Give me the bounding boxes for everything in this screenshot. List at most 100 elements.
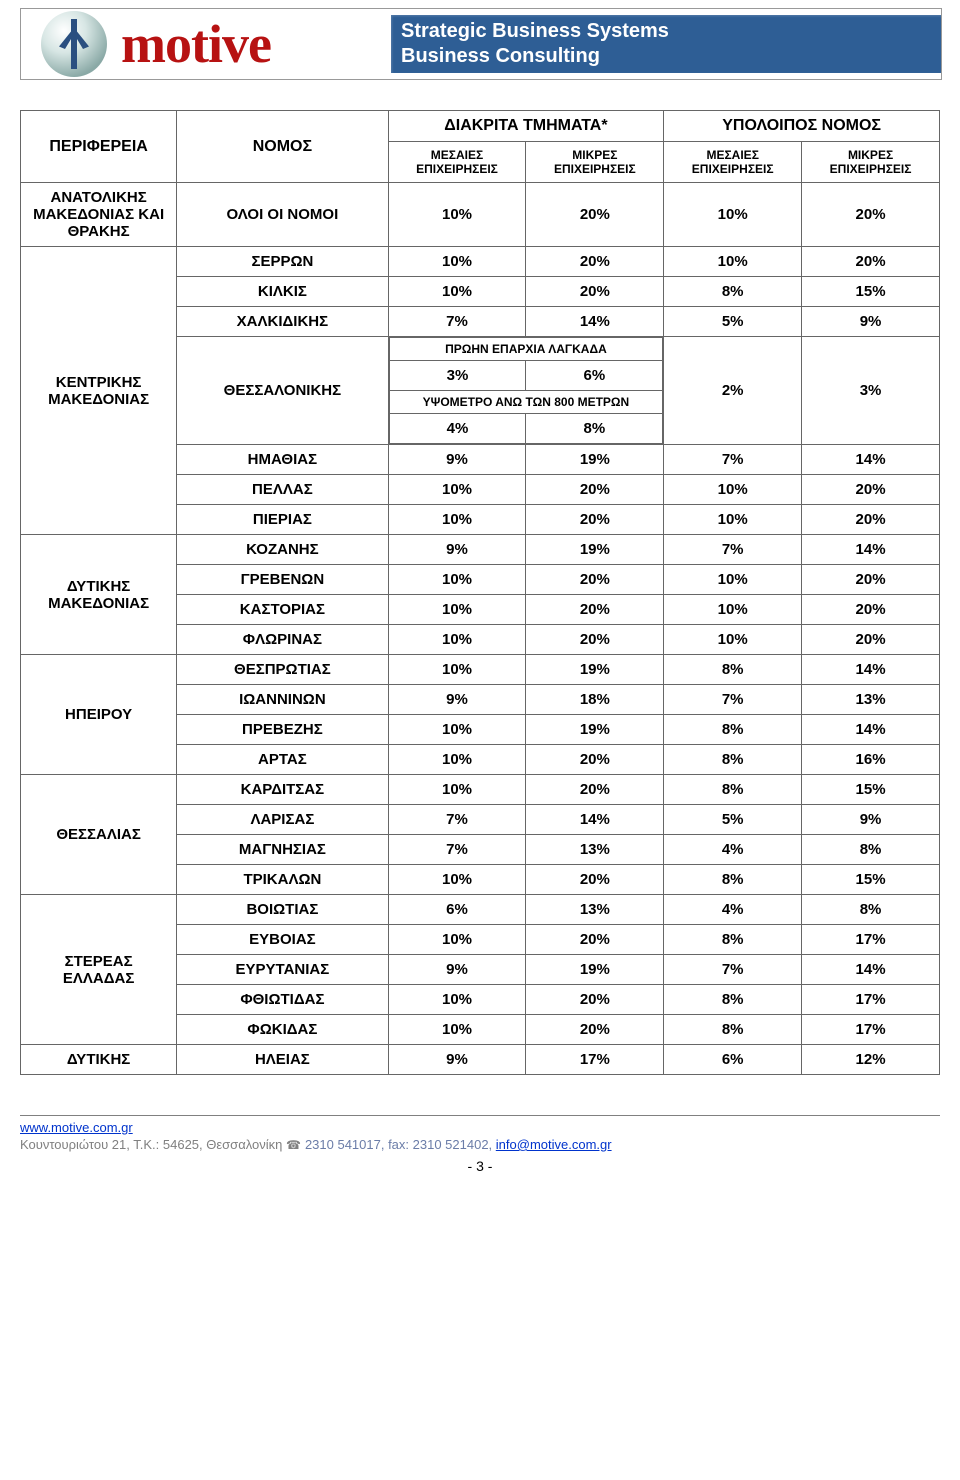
- cell: 10%: [388, 985, 526, 1015]
- cell: 17%: [802, 925, 940, 955]
- cell: 10%: [664, 475, 802, 505]
- cell: 10%: [388, 1015, 526, 1045]
- cell: 10%: [388, 775, 526, 805]
- cell: 20%: [526, 183, 664, 247]
- data-table: ΠΕΡΙΦΕΡΕΙΑ ΝΟΜΟΣ ΔΙΑΚΡΙΤΑ ΤΜΗΜΑΤΑ* ΥΠΟΛΟ…: [20, 110, 940, 1075]
- cell: 14%: [802, 535, 940, 565]
- nomos-label: ΚΑΣΤΟΡΙΑΣ: [177, 595, 388, 625]
- cell: 9%: [388, 445, 526, 475]
- cell: 19%: [526, 535, 664, 565]
- cell: 20%: [526, 745, 664, 775]
- footer-phone: 2310 541017, fax: 2310 521402,: [305, 1137, 496, 1152]
- nested-table: ΠΡΩΗΝ ΕΠΑΡΧΙΑ ΛΑΓΚΑΔΑ 3%6% ΥΨΟΜΕΤΡΟ ΑΝΩ …: [389, 337, 664, 444]
- cell: 20%: [526, 505, 664, 535]
- cell: 14%: [526, 805, 664, 835]
- cell: 10%: [388, 745, 526, 775]
- cell: 12%: [802, 1045, 940, 1075]
- nomos-label: ΑΡΤΑΣ: [177, 745, 388, 775]
- cell: 14%: [802, 715, 940, 745]
- cell: 20%: [802, 247, 940, 277]
- logo-icon: [41, 11, 107, 77]
- nomos-label: ΤΡΙΚΑΛΩΝ: [177, 865, 388, 895]
- page-number: - 3 -: [20, 1158, 940, 1174]
- cell: 10%: [664, 565, 802, 595]
- col-nomos: ΝΟΜΟΣ: [177, 111, 388, 183]
- cell: 7%: [388, 835, 526, 865]
- cell: 10%: [388, 625, 526, 655]
- tagline-box: Strategic Business Systems Business Cons…: [391, 15, 941, 73]
- cell: 20%: [802, 183, 940, 247]
- cell: 17%: [802, 1015, 940, 1045]
- nomos-label: ΦΛΩΡΙΝΑΣ: [177, 625, 388, 655]
- cell: 8%: [664, 925, 802, 955]
- cell: 8%: [664, 1015, 802, 1045]
- cell: 14%: [526, 307, 664, 337]
- cell: 8%: [664, 655, 802, 685]
- footer-url[interactable]: www.motive.com.gr: [20, 1120, 133, 1135]
- cell: 20%: [526, 595, 664, 625]
- cell: 7%: [664, 955, 802, 985]
- cell: 2%: [664, 337, 802, 445]
- cell: 9%: [388, 955, 526, 985]
- cell: 3%: [802, 337, 940, 445]
- cell: 8%: [664, 745, 802, 775]
- col-group-ypoloipos: ΥΠΟΛΟΙΠΟΣ ΝΟΜΟΣ: [664, 111, 940, 142]
- cell: 4%: [664, 835, 802, 865]
- cell: 10%: [388, 925, 526, 955]
- cell: 8%: [664, 985, 802, 1015]
- cell: 19%: [526, 715, 664, 745]
- nomos-label: ΕΥΡΥΤΑΝΙΑΣ: [177, 955, 388, 985]
- region-stereas: ΣΤΕΡΕΑΣ ΕΛΛΑΔΑΣ: [21, 895, 177, 1045]
- cell: 19%: [526, 955, 664, 985]
- region-ipeirou: ΗΠΕΙΡΟΥ: [21, 655, 177, 775]
- cell: 10%: [664, 595, 802, 625]
- cell: 8%: [802, 895, 940, 925]
- cell: 20%: [526, 925, 664, 955]
- nomos-label: ΠΕΛΛΑΣ: [177, 475, 388, 505]
- cell: 8%: [664, 775, 802, 805]
- cell: 4%: [389, 414, 526, 444]
- table-row: ΔΥΤΙΚΗΣ ΜΑΚΕΔΟΝΙΑΣ ΚΟΖΑΝΗΣ 9% 19% 7% 14%: [21, 535, 940, 565]
- nested-cell: ΠΡΩΗΝ ΕΠΑΡΧΙΑ ΛΑΓΚΑΔΑ 3%6% ΥΨΟΜΕΤΡΟ ΑΝΩ …: [388, 337, 664, 445]
- nested-title-2: ΥΨΟΜΕΤΡΟ ΑΝΩ ΤΩΝ 800 ΜΕΤΡΩΝ: [389, 391, 663, 414]
- cell: 14%: [802, 955, 940, 985]
- nomos-label: ΘΕΣΣΑΛΟΝΙΚΗΣ: [177, 337, 388, 445]
- nomos-label: ΗΜΑΘΙΑΣ: [177, 445, 388, 475]
- cell: 15%: [802, 865, 940, 895]
- cell: 10%: [664, 625, 802, 655]
- cell: 7%: [664, 685, 802, 715]
- cell: 8%: [802, 835, 940, 865]
- nomos-label: ΓΡΕΒΕΝΩΝ: [177, 565, 388, 595]
- nomos-label: ΚΟΖΑΝΗΣ: [177, 535, 388, 565]
- banner: motive Strategic Business Systems Busine…: [20, 8, 942, 80]
- cell: 6%: [388, 895, 526, 925]
- table-row: ΑΝΑΤΟΛΙΚΗΣ ΜΑΚΕΔΟΝΙΑΣ ΚΑΙ ΘΡΑΚΗΣ ΟΛΟΙ ΟΙ…: [21, 183, 940, 247]
- cell: 9%: [802, 307, 940, 337]
- cell: 20%: [802, 595, 940, 625]
- cell: 5%: [664, 307, 802, 337]
- nomos-label: ΦΩΚΙΔΑΣ: [177, 1015, 388, 1045]
- cell: 20%: [526, 1015, 664, 1045]
- cell: 20%: [802, 565, 940, 595]
- tagline-1: Strategic Business Systems: [401, 19, 931, 44]
- nomos-label: ΛΑΡΙΣΑΣ: [177, 805, 388, 835]
- nomos-label: ΣΕΡΡΩΝ: [177, 247, 388, 277]
- cell: 14%: [802, 655, 940, 685]
- cell: 18%: [526, 685, 664, 715]
- cell: 10%: [388, 247, 526, 277]
- cell: 10%: [388, 565, 526, 595]
- cell: 13%: [526, 835, 664, 865]
- nomos-label: ΗΛΕΙΑΣ: [177, 1045, 388, 1075]
- col-group-diakrita: ΔΙΑΚΡΙΤΑ ΤΜΗΜΑΤΑ*: [388, 111, 664, 142]
- nomos-label: ΚΑΡΔΙΤΣΑΣ: [177, 775, 388, 805]
- cell: 20%: [526, 565, 664, 595]
- table-row: ΚΕΝΤΡΙΚΗΣ ΜΑΚΕΔΟΝΙΑΣ ΣΕΡΡΩΝ 10% 20% 10% …: [21, 247, 940, 277]
- col-mesaies-2: ΜΕΣΑΙΕΣ ΕΠΙΧΕΙΡΗΣΕΙΣ: [664, 142, 802, 183]
- cell: 20%: [526, 775, 664, 805]
- nomos-label: ΘΕΣΠΡΩΤΙΑΣ: [177, 655, 388, 685]
- cell: 10%: [664, 247, 802, 277]
- footer-email[interactable]: info@motive.com.gr: [496, 1137, 612, 1152]
- cell: 17%: [802, 985, 940, 1015]
- cell: 17%: [526, 1045, 664, 1075]
- cell: 6%: [664, 1045, 802, 1075]
